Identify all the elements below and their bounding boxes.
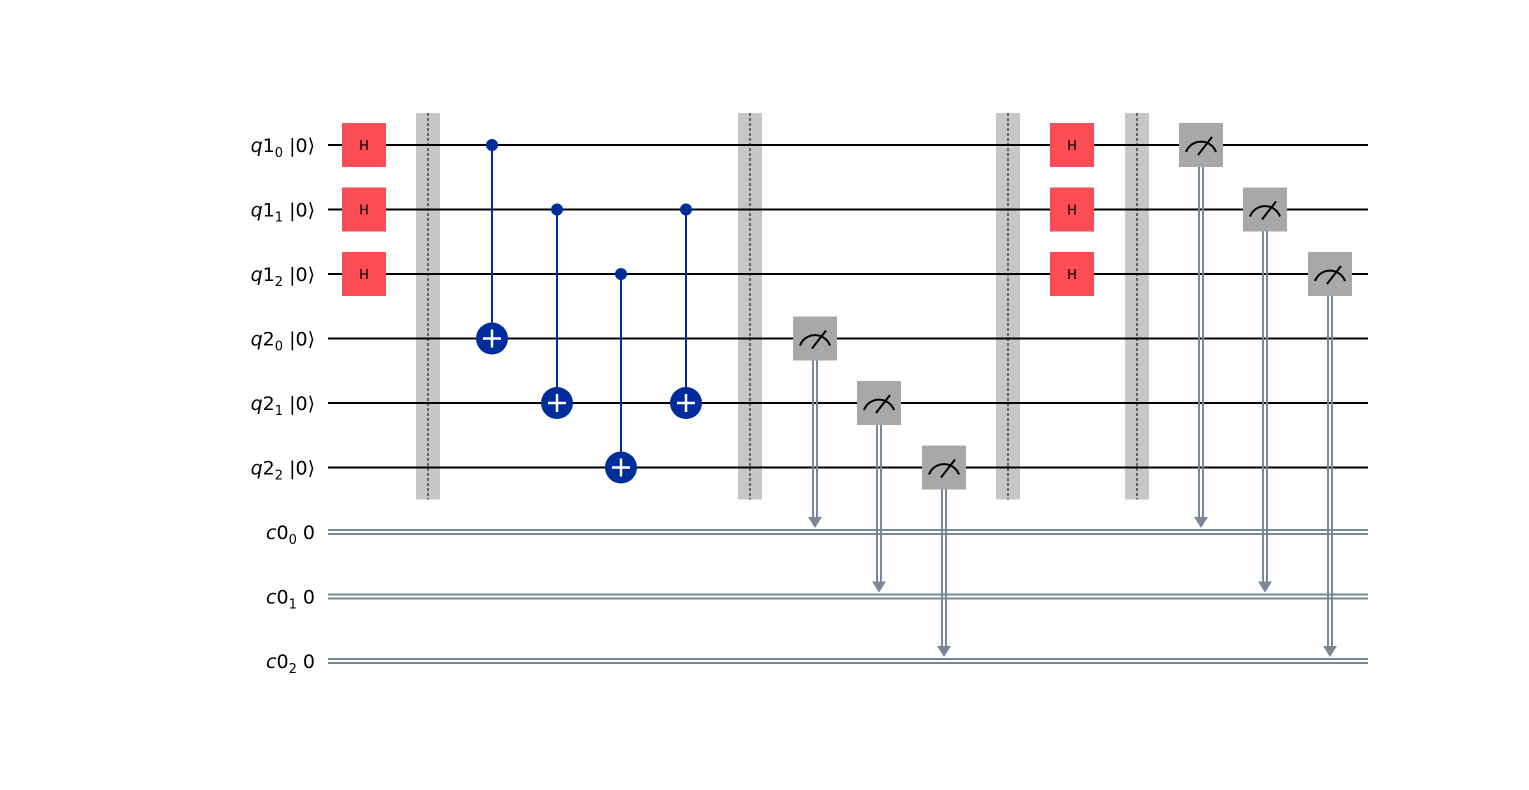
qubit-label: q22 |0⟩ [251, 458, 315, 484]
wire-layer [328, 144, 1368, 664]
h-gate [342, 252, 386, 296]
cx-control-dot [551, 203, 563, 216]
measure-arrow [872, 581, 886, 593]
qubit-label: q10 |0⟩ [251, 135, 315, 161]
meter-arc-icon [799, 334, 831, 346]
qubit-label: q11 |0⟩ [251, 200, 315, 226]
operation-layer: H H H H H H [342, 123, 1352, 657]
qubit-label: q20 |0⟩ [251, 329, 315, 355]
h-gate-label: H [359, 139, 369, 154]
h-gate [342, 187, 386, 232]
h-gate [342, 123, 386, 167]
h-gate-label: H [359, 268, 369, 283]
h-gate [1050, 187, 1094, 232]
qubit-label: q21 |0⟩ [251, 393, 315, 419]
wire-label-layer: q10 |0⟩ q11 |0⟩ q12 |0⟩ q20 |0⟩ q21 |0⟩ q22 |… [251, 135, 315, 677]
meter-arc-icon [928, 463, 960, 475]
measure-arrow [1258, 581, 1272, 593]
clbit-label: c01 0 [266, 587, 315, 613]
meter-arc-icon [1314, 269, 1346, 282]
h-gate-label: H [359, 204, 369, 219]
cx-control-dot [615, 268, 627, 280]
qubit-label: q12 |0⟩ [251, 264, 315, 290]
meter-needle-icon [1326, 265, 1342, 285]
h-gate [1050, 252, 1094, 296]
meter-needle-icon [811, 329, 827, 350]
measure-gate [1179, 123, 1223, 167]
clbit-label: c02 0 [266, 651, 315, 677]
measure-arrow [808, 517, 822, 528]
h-gate-label: H [1067, 139, 1077, 154]
measure-gate [857, 381, 901, 425]
barrier-layer [416, 113, 1149, 500]
measure-gate [793, 316, 837, 361]
measure-arrow [937, 646, 951, 657]
meter-arc-icon [1185, 140, 1217, 153]
measure-gate [1308, 252, 1352, 296]
cx-control-dot [680, 203, 692, 216]
meter-needle-icon [940, 458, 956, 479]
h-gate-label: H [1067, 268, 1077, 283]
meter-needle-icon [875, 394, 891, 414]
cx-control-dot [486, 139, 498, 151]
meter-arc-icon [1249, 205, 1281, 217]
meter-needle-icon [1197, 136, 1213, 156]
measure-gate [1243, 187, 1287, 232]
meter-arc-icon [863, 398, 895, 411]
measure-arrow [1194, 517, 1208, 528]
measure-arrow [1323, 646, 1337, 657]
measure-gate [922, 445, 966, 490]
h-gate [1050, 123, 1094, 167]
meter-needle-icon [1261, 200, 1277, 221]
clbit-label: c00 0 [266, 522, 315, 548]
h-gate-label: H [1067, 204, 1077, 219]
